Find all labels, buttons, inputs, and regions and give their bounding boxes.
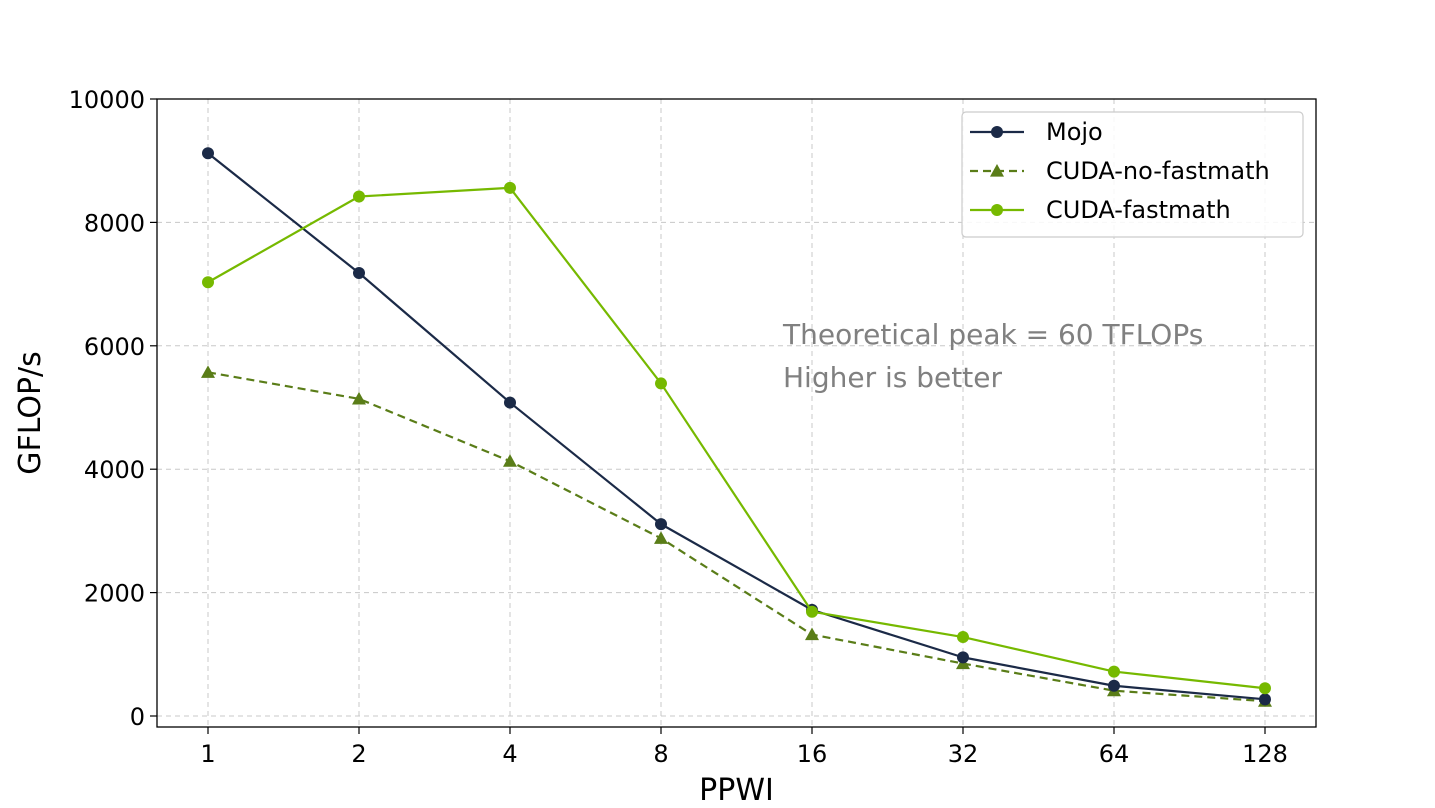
series-cuda-fastmath bbox=[202, 181, 1271, 695]
series-group bbox=[201, 147, 1272, 707]
legend-label: CUDA-fastmath bbox=[1046, 196, 1231, 224]
series-cuda-no-fastmath bbox=[201, 365, 1272, 707]
data-point bbox=[805, 627, 819, 641]
legend: Mojo CUDA-no-fastmath CUDA-fastmath bbox=[961, 111, 1304, 238]
x-tick-label: 1 bbox=[200, 740, 215, 768]
legend-marker bbox=[991, 204, 1003, 216]
data-point bbox=[655, 518, 667, 531]
x-axis-label: PPWI bbox=[699, 773, 774, 808]
data-point bbox=[352, 391, 366, 405]
annotations: Theoretical peak = 60 TFLOPs Higher is b… bbox=[782, 318, 1203, 394]
y-tick-label: 10000 bbox=[69, 86, 145, 114]
data-point bbox=[353, 266, 365, 279]
data-point bbox=[202, 276, 214, 289]
data-point bbox=[201, 365, 215, 378]
legend-box bbox=[961, 111, 1304, 238]
series-line bbox=[207, 371, 1266, 703]
data-point bbox=[1259, 682, 1271, 695]
y-tick-label: 4000 bbox=[84, 456, 145, 484]
data-point bbox=[504, 181, 516, 194]
y-tick-label: 8000 bbox=[84, 209, 145, 237]
data-point bbox=[806, 605, 818, 618]
legend-item: Mojo bbox=[970, 118, 1103, 146]
data-point bbox=[503, 454, 517, 467]
data-point bbox=[1108, 665, 1120, 678]
y-tick-label: 6000 bbox=[84, 333, 145, 361]
x-tick-label: 32 bbox=[948, 740, 979, 768]
y-axis-label: GFLOP/s bbox=[13, 351, 48, 475]
y-axis-ticks: 0 2000 4000 6000 8000 10000 bbox=[69, 86, 157, 731]
data-point bbox=[504, 396, 516, 409]
data-point bbox=[1108, 679, 1120, 692]
legend-marker bbox=[990, 164, 1004, 177]
annotation-theoretical-peak: Theoretical peak = 60 TFLOPs bbox=[782, 318, 1203, 351]
data-point bbox=[655, 377, 667, 390]
x-tick-label: 64 bbox=[1099, 740, 1130, 768]
legend-label: CUDA-no-fastmath bbox=[1046, 157, 1270, 185]
legend-label: Mojo bbox=[1046, 118, 1103, 146]
series-line bbox=[207, 186, 1266, 690]
x-tick-label: 2 bbox=[351, 740, 366, 768]
data-point bbox=[1259, 693, 1271, 706]
data-point bbox=[353, 190, 365, 203]
data-point bbox=[957, 631, 969, 644]
y-tick-label: 2000 bbox=[84, 580, 145, 608]
series-line bbox=[207, 152, 1266, 701]
x-tick-label: 128 bbox=[1242, 740, 1288, 768]
data-point bbox=[202, 147, 214, 160]
x-tick-label: 16 bbox=[797, 740, 828, 768]
data-point bbox=[957, 651, 969, 664]
legend-item: CUDA-fastmath bbox=[970, 196, 1231, 224]
annotation-higher-is-better: Higher is better bbox=[783, 361, 1002, 394]
x-axis-ticks: 1 2 4 8 16 32 64 128 bbox=[200, 727, 1288, 768]
y-tick-label: 0 bbox=[130, 703, 145, 731]
legend-marker bbox=[991, 126, 1003, 138]
legend-item: CUDA-no-fastmath bbox=[970, 157, 1270, 185]
plot-area-frame bbox=[156, 98, 1317, 728]
x-tick-label: 4 bbox=[502, 740, 517, 768]
data-point bbox=[654, 531, 668, 544]
x-tick-label: 8 bbox=[653, 740, 668, 768]
